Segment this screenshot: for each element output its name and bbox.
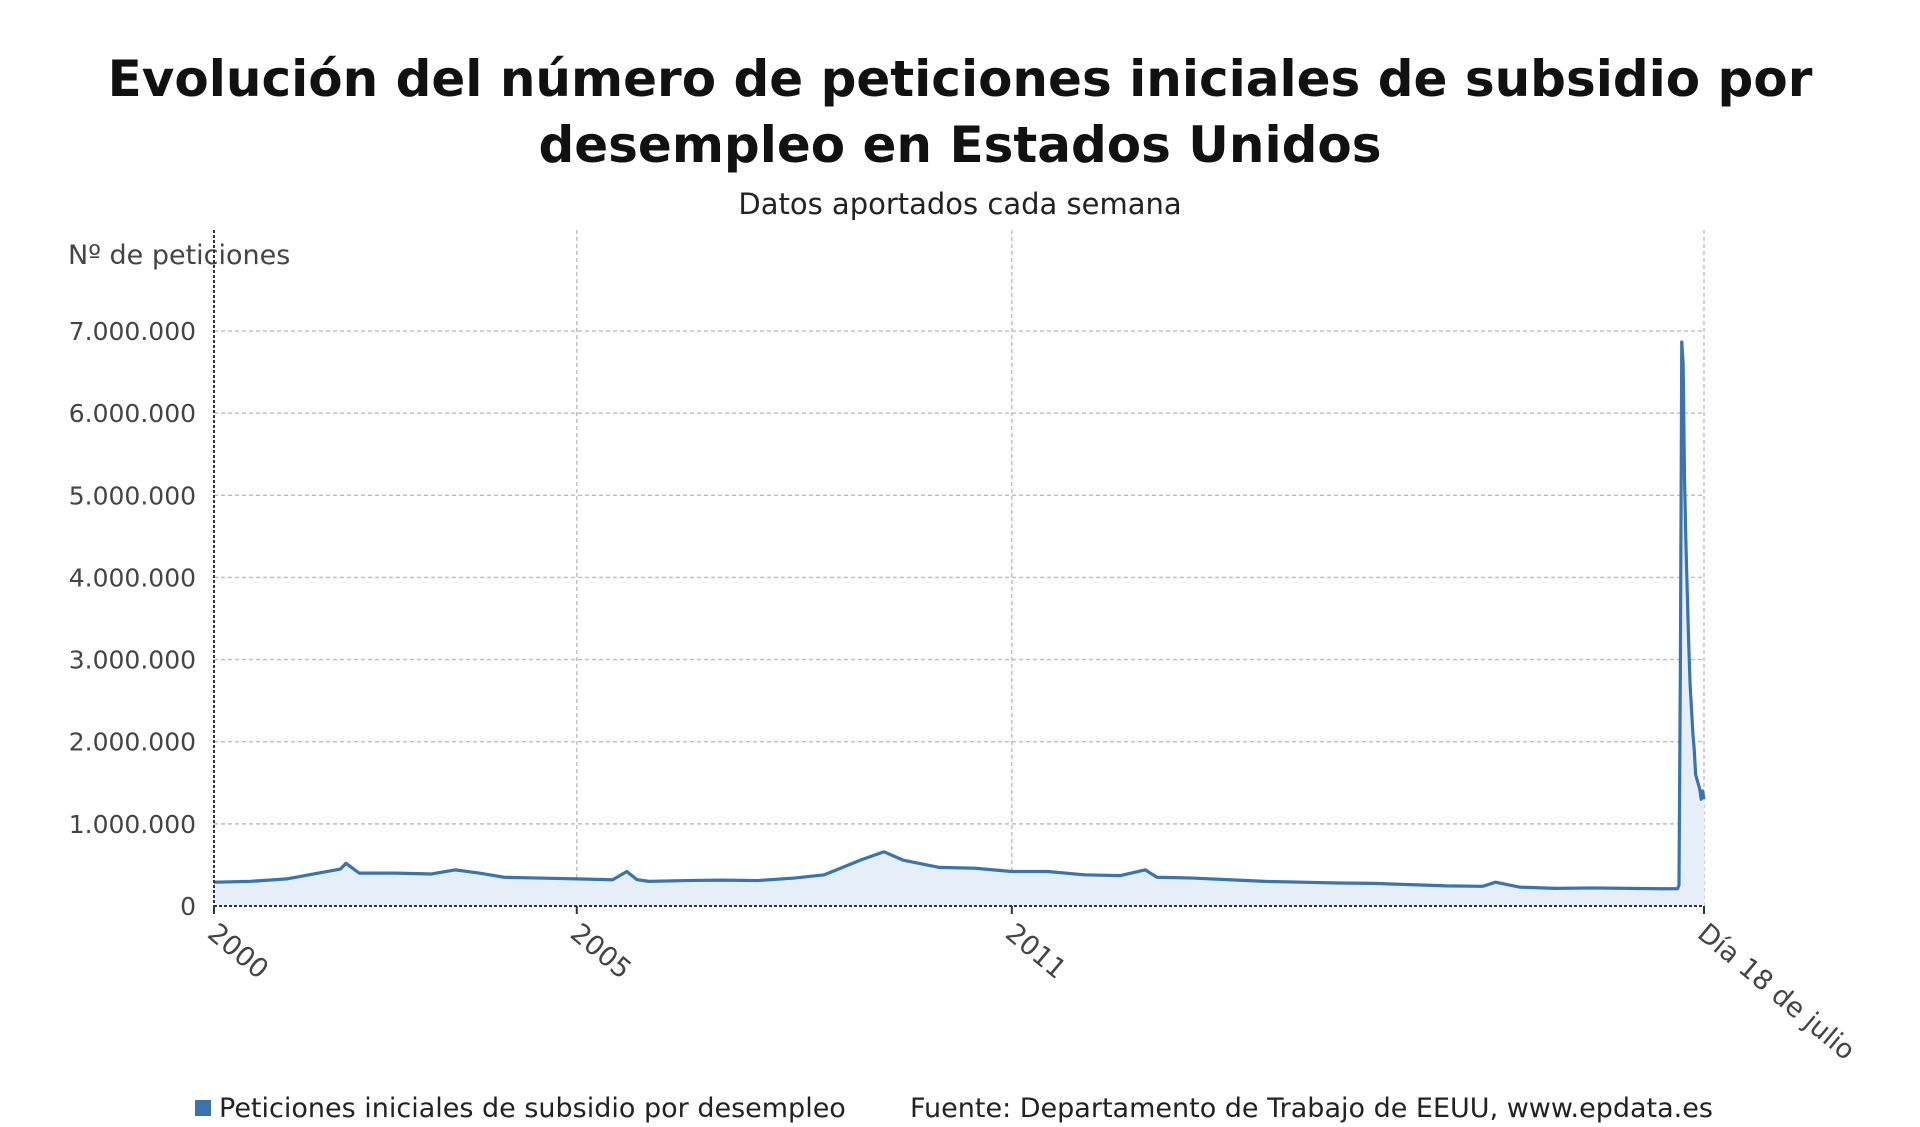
y-tick-label: 3.000.000 xyxy=(69,646,196,675)
axis-layer xyxy=(213,230,1705,914)
series-line xyxy=(213,340,1706,891)
y-tick-label: 5.000.000 xyxy=(69,481,196,510)
legend: Peticiones iniciales de subsidio por des… xyxy=(195,1093,846,1124)
x-tick-label: 2000 xyxy=(202,918,275,986)
y-tick-label: 6.000.000 xyxy=(69,399,196,428)
y-axis-title: Nº de peticiones xyxy=(68,240,291,271)
source-note: Fuente: Departamento de Trabajo de EEUU,… xyxy=(910,1093,1713,1124)
y-tick-label: 4.000.000 xyxy=(69,563,196,592)
y-tick-label: 2.000.000 xyxy=(69,728,196,757)
legend-label: Peticiones iniciales de subsidio por des… xyxy=(219,1093,846,1124)
x-tick-label: 2011 xyxy=(999,918,1072,986)
y-tick-label: 7.000.000 xyxy=(69,317,196,346)
chart-title: Evolución del número de peticiones inici… xyxy=(107,50,1813,174)
chart-subtitle: Datos aportados cada semana xyxy=(738,187,1182,221)
tick-label-layer: 0 1.000.000 2.000.000 3.000.000 4.000.000 5.0… xyxy=(69,317,1861,1067)
grid-layer xyxy=(214,230,1705,906)
x-tick-label: Día 18 de julio xyxy=(1692,918,1861,1067)
x-tick-label: 2005 xyxy=(564,918,637,986)
legend-swatch xyxy=(195,1100,211,1116)
y-tick-label: 0 xyxy=(180,892,196,921)
y-tick-label: 1.000.000 xyxy=(69,810,196,839)
series-area-fill xyxy=(214,341,1704,906)
